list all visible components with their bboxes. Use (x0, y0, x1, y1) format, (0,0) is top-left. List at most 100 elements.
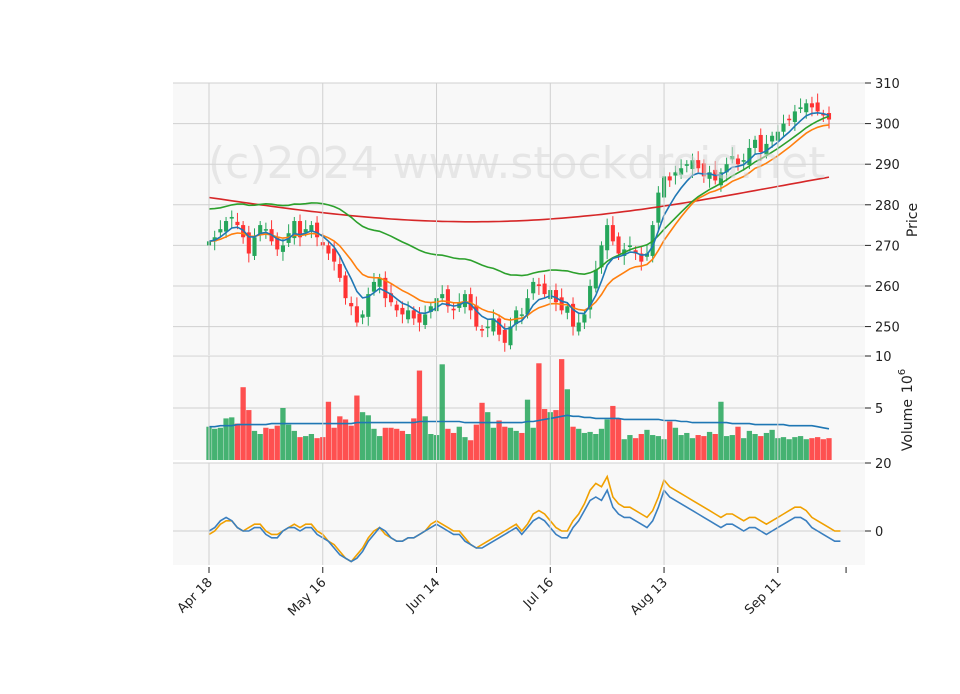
volume-axis-label: Volume 106 (897, 369, 916, 451)
candle-body (508, 326, 513, 346)
price-tick-label: 280 (875, 199, 900, 214)
candle-body (673, 172, 678, 176)
oscillator-panel-bg (173, 463, 865, 565)
volume-bar (780, 437, 787, 460)
volume-bar (268, 428, 275, 460)
volume-bar (524, 399, 531, 460)
candle-body (787, 118, 792, 121)
candle-body (258, 225, 263, 235)
candle-body (809, 103, 814, 108)
candle-body (514, 310, 519, 325)
volume-bar (382, 427, 388, 460)
candle-body (224, 221, 229, 232)
volume-bar (723, 436, 730, 460)
candle-body (491, 318, 496, 332)
oscillator-tick-label: 0 (875, 525, 883, 540)
x-tick-label: May 16 (285, 575, 329, 619)
candle-body (366, 294, 371, 317)
volume-bar (502, 426, 508, 460)
volume-bar (485, 412, 491, 460)
volume-bar (331, 427, 337, 460)
candle-body (417, 313, 422, 323)
candle-body (599, 245, 604, 268)
volume-tick-label: 5 (875, 402, 883, 417)
volume-bar (667, 421, 673, 460)
candle-body (377, 277, 382, 287)
volume-bar (416, 370, 423, 460)
price-panel: 250 260 270 280 290 300 310 (173, 77, 900, 355)
x-tick-label: Apr 18 (175, 575, 216, 616)
x-tick-label: Aug 13 (628, 575, 671, 618)
volume-bar (303, 436, 309, 460)
volume-bar (741, 438, 747, 460)
volume-axis-exponent: 6 (897, 369, 908, 375)
volume-bar (581, 432, 588, 460)
candle-body (781, 123, 786, 132)
candle-body (297, 221, 303, 238)
volume-bar (257, 434, 263, 460)
volume-bar (428, 434, 434, 460)
candle-body (684, 164, 689, 166)
price-tick-label: 260 (875, 280, 900, 295)
volume-bar (809, 438, 815, 460)
volume-bar (388, 427, 394, 460)
volume-bar (564, 389, 570, 460)
candle-body (343, 275, 348, 299)
volume-bar (325, 401, 332, 460)
candle-body (770, 135, 775, 142)
volume-bar (803, 439, 809, 460)
candle-body (423, 314, 428, 325)
ma-short-line (208, 111, 830, 330)
volume-bar (814, 437, 821, 460)
volume-bar (735, 426, 741, 460)
candle-body (411, 310, 416, 319)
candle-body (798, 107, 803, 109)
candle-body (309, 225, 314, 232)
volume-bar (570, 426, 576, 460)
candle-body (826, 113, 832, 120)
volume-bar (376, 436, 383, 460)
volume-bar (786, 439, 792, 460)
candle-body (229, 216, 234, 219)
candle-body (582, 314, 587, 323)
candle-body (639, 253, 644, 262)
candle-body (758, 134, 763, 153)
candle-body (792, 111, 797, 122)
candle-body (388, 293, 394, 303)
candle-body (445, 289, 450, 307)
candle-body (667, 176, 672, 181)
volume-bar (615, 418, 622, 460)
volume-bar (644, 429, 650, 460)
volume-bar (610, 405, 616, 460)
volume-bar (490, 427, 497, 460)
volume-bar (701, 436, 707, 460)
candle-body (764, 143, 769, 155)
volume-bar (314, 438, 320, 460)
volume-bar (507, 427, 514, 460)
candle-body (479, 329, 485, 331)
ma-long-line (208, 115, 830, 277)
volume-bar (638, 434, 644, 460)
candle-body (337, 264, 342, 278)
volume-bar (672, 427, 679, 460)
candle-body (724, 164, 729, 173)
candle-body (542, 283, 547, 295)
candle-body (605, 225, 610, 251)
volume-bar (337, 416, 343, 460)
candle-body (553, 290, 559, 303)
candle-body (525, 298, 530, 315)
oscillator-line-b (208, 488, 841, 563)
x-tick-label: Jul 16 (520, 575, 557, 612)
volume-bar (689, 438, 696, 460)
volume-bar (530, 427, 536, 460)
candle-body (354, 306, 359, 323)
volume-panel: 5 10 (173, 350, 892, 460)
candle-body (497, 318, 502, 335)
x-tick-label: Jun 14 (403, 575, 443, 615)
candle-body (536, 284, 541, 286)
volume-bar (285, 424, 292, 460)
volume-bar (342, 419, 349, 460)
candle-body (815, 102, 820, 112)
candle-body (588, 285, 593, 310)
